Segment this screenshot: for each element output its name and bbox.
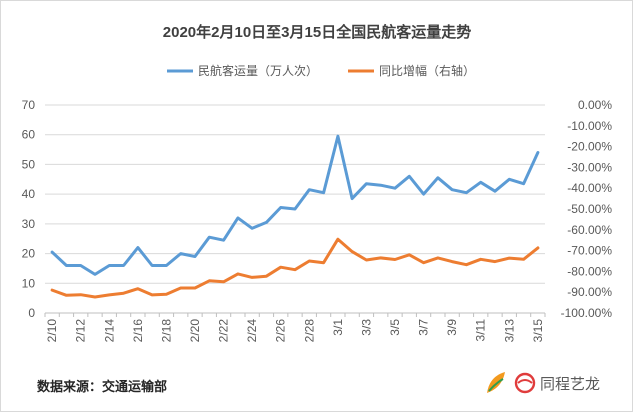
left-tick-label: 40 bbox=[22, 187, 36, 201]
right-tick-label: -70.00% bbox=[567, 244, 612, 258]
source-note: 数据来源：交通运输部 bbox=[37, 379, 167, 394]
left-tick-label: 70 bbox=[22, 98, 36, 112]
x-tick-label: 3/3 bbox=[359, 319, 373, 336]
left-tick-label: 0 bbox=[28, 306, 35, 320]
x-tick-label: 2/20 bbox=[188, 319, 202, 343]
x-axis-ticks: 2/10 2/12 2/14 2/16 2/18 2/20 2/22 2/24 2/26 2/28… bbox=[44, 313, 546, 343]
x-tick-label: 2/22 bbox=[217, 319, 231, 343]
x-tick-label: 3/1 bbox=[331, 319, 345, 336]
x-tick-label: 3/7 bbox=[417, 319, 431, 336]
left-tick-label: 60 bbox=[22, 128, 36, 142]
brand-logo: 同程艺龙 bbox=[487, 372, 600, 394]
x-tick-label: 2/28 bbox=[302, 319, 316, 343]
tongcheng-leaf-icon bbox=[487, 372, 505, 393]
x-tick-label: 2/18 bbox=[159, 319, 173, 343]
right-tick-label: -30.00% bbox=[567, 160, 612, 174]
right-tick-label: -90.00% bbox=[567, 285, 612, 299]
right-tick-label: -50.00% bbox=[567, 202, 612, 216]
brand-name: 同程艺龙 bbox=[540, 376, 600, 393]
x-tick-label: 2/12 bbox=[74, 319, 88, 343]
left-tick-label: 20 bbox=[22, 247, 36, 261]
x-tick-label: 3/9 bbox=[445, 319, 459, 336]
x-tick-label: 3/13 bbox=[502, 319, 516, 343]
series-line-passenger bbox=[50, 134, 540, 276]
x-tick-label: 2/26 bbox=[274, 319, 288, 343]
x-tick-label: 3/5 bbox=[388, 319, 402, 336]
right-tick-label: -100.00% bbox=[561, 306, 613, 320]
left-tick-label: 30 bbox=[22, 217, 36, 231]
x-tick-label: 2/14 bbox=[102, 319, 116, 343]
chart-title: 2020年2月10日至3月15日全国民航客运量走势 bbox=[163, 23, 471, 41]
gridlines bbox=[45, 104, 545, 314]
right-tick-label: -80.00% bbox=[567, 264, 612, 278]
legend-label-growth: 同比增幅（右轴） bbox=[379, 63, 475, 78]
series-line-growth bbox=[50, 237, 540, 299]
x-tick-label: 3/15 bbox=[531, 319, 545, 343]
left-axis-ticks: 0 10 20 30 40 50 60 70 bbox=[22, 98, 36, 320]
left-tick-label: 10 bbox=[22, 276, 36, 290]
right-axis-ticks: -100.00% -90.00% -80.00% -70.00% -60.00% -50.… bbox=[561, 98, 613, 320]
right-tick-label: 0.00% bbox=[578, 98, 612, 112]
right-tick-label: -20.00% bbox=[567, 140, 612, 154]
right-tick-label: -60.00% bbox=[567, 223, 612, 237]
x-tick-label: 2/10 bbox=[45, 319, 59, 343]
series-layer bbox=[50, 134, 540, 299]
right-tick-label: -40.00% bbox=[567, 181, 612, 195]
right-tick-label: -10.00% bbox=[567, 119, 612, 133]
x-tick-label: 2/24 bbox=[245, 319, 259, 343]
elong-swirl-icon bbox=[514, 372, 536, 394]
legend: 民航客运量（万人次） 同比增幅（右轴） bbox=[167, 63, 475, 78]
x-tick-label: 3/11 bbox=[474, 319, 488, 342]
legend-label-passenger: 民航客运量（万人次） bbox=[198, 63, 318, 78]
x-tick-label: 2/16 bbox=[131, 319, 145, 343]
left-tick-label: 50 bbox=[22, 157, 36, 171]
